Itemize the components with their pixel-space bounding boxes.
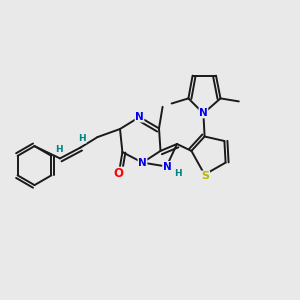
Text: N: N (138, 158, 147, 168)
Text: N: N (135, 112, 144, 122)
Text: H: H (56, 145, 63, 154)
Text: H: H (174, 169, 182, 178)
Text: O: O (114, 167, 124, 180)
Text: N: N (199, 108, 208, 118)
Text: N: N (163, 161, 172, 172)
Text: H: H (78, 134, 86, 143)
Text: S: S (202, 171, 209, 181)
